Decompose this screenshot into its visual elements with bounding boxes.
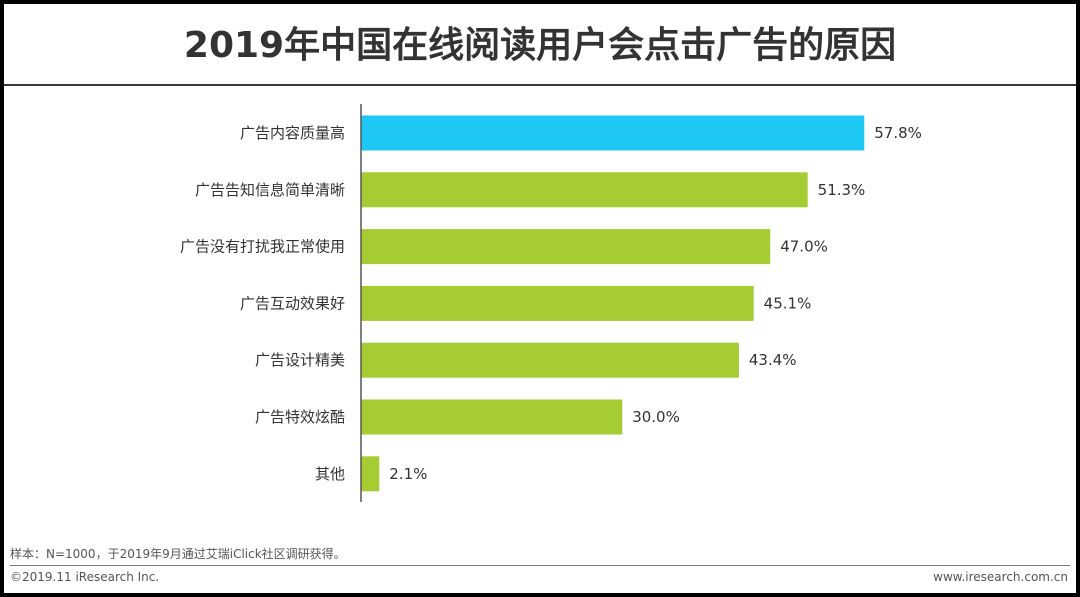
bar-0	[361, 115, 865, 151]
value-label-3: 45.1%	[764, 294, 812, 312]
value-label-0: 57.8%	[874, 124, 922, 142]
category-label-4: 广告设计精美	[255, 351, 345, 369]
category-label-0: 广告内容质量高	[240, 124, 345, 142]
bar-1	[361, 172, 808, 208]
category-label-1: 广告告知信息简单清晰	[195, 181, 345, 199]
category-label-3: 广告互动效果好	[240, 294, 345, 312]
category-label-6: 其他	[315, 465, 345, 483]
footer-divider	[10, 565, 1070, 566]
value-label-1: 51.3%	[818, 181, 866, 199]
bar-2	[361, 229, 771, 265]
bar-4	[361, 342, 739, 378]
bar-6	[361, 456, 380, 492]
value-label-4: 43.4%	[749, 351, 797, 369]
bar-3	[361, 285, 754, 321]
value-label-6: 2.1%	[389, 465, 427, 483]
chart-title: 2019年中国在线阅读用户会点击广告的原因	[183, 25, 897, 66]
value-label-5: 30.0%	[632, 408, 680, 426]
category-label-2: 广告没有打扰我正常使用	[180, 238, 345, 256]
copyright-text: ©2019.11 iResearch Inc.	[10, 570, 160, 584]
website-text: www.iresearch.com.cn	[933, 570, 1068, 584]
sample-note: 样本：N=1000，于2019年9月通过艾瑞iClick社区调研获得。	[10, 547, 346, 561]
bar-5	[361, 399, 623, 435]
title-divider	[4, 84, 1076, 86]
category-label-5: 广告特效炫酷	[255, 408, 345, 426]
value-label-2: 47.0%	[780, 238, 828, 256]
